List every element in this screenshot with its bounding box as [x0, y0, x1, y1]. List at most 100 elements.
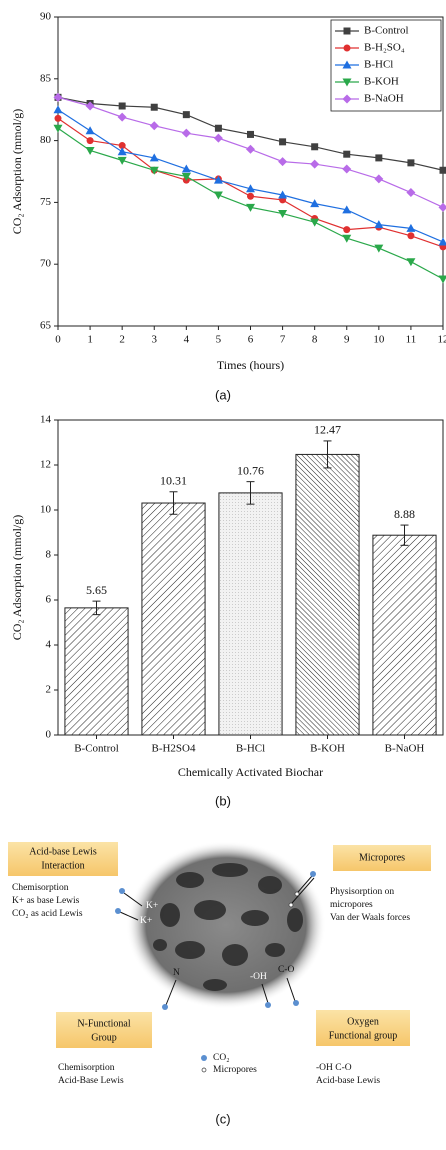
value-label: 12.47 — [314, 423, 341, 437]
marker — [85, 101, 95, 111]
marker — [149, 153, 159, 162]
legend-marker — [342, 78, 352, 87]
legend-marker — [342, 94, 352, 104]
y-tick-label: 85 — [40, 72, 52, 84]
box — [333, 845, 431, 871]
micropore-dots — [201, 891, 300, 1073]
x-tick-label: B-H2SO4 — [151, 743, 196, 755]
marker — [246, 203, 255, 212]
box — [8, 842, 118, 876]
error-bar — [246, 481, 255, 505]
legend-label: B-NaOH — [364, 93, 404, 105]
box-title: N-Functional — [77, 1018, 131, 1029]
legend-label: CO₂ — [213, 1053, 230, 1063]
x-axis-label: Chemically Activated Biochar — [178, 765, 323, 779]
box-text: CO₂ as acid Lewis — [12, 909, 83, 919]
value-label: 10.76 — [237, 463, 264, 477]
x-tick-label: 8 — [312, 334, 318, 346]
marker — [182, 111, 190, 119]
value-label: 10.31 — [160, 474, 187, 488]
marker — [439, 166, 446, 174]
value-label: 8.88 — [394, 507, 415, 521]
box-title: Micropores — [359, 852, 405, 863]
marker — [342, 164, 352, 174]
marker — [53, 105, 63, 114]
pores — [153, 863, 303, 991]
marker — [374, 220, 384, 229]
box-title: Functional group — [329, 1030, 398, 1041]
image-label: -OH — [250, 972, 267, 982]
x-tick-label: 6 — [248, 334, 254, 346]
marker — [407, 159, 415, 167]
marker — [117, 112, 127, 122]
x-axis-label: Times (hours) — [217, 358, 284, 372]
marker — [438, 275, 446, 284]
marker — [343, 226, 351, 234]
marker — [247, 192, 254, 200]
box-title: Group — [91, 1032, 117, 1043]
legend-label: B-KOH — [364, 76, 399, 88]
marker — [247, 130, 254, 138]
box-text: Chemisorption — [58, 1063, 115, 1073]
y-tick-label: 75 — [40, 196, 52, 208]
y-tick-label: 10 — [40, 504, 52, 516]
legend-label: Micropores — [213, 1065, 257, 1075]
box-title: Oxygen — [347, 1016, 379, 1027]
diagram: Acid-base Lewis Interaction Chemisorptio… — [8, 841, 431, 1126]
marker — [406, 258, 416, 267]
marker — [150, 103, 158, 111]
marker — [181, 128, 191, 138]
box-text: Acid-Base Lewis — [58, 1076, 124, 1086]
marker — [213, 191, 223, 200]
x-tick-label: 7 — [280, 334, 286, 346]
error-bar — [400, 524, 409, 546]
y-axis-label: CO₂ Adsorption (mmol/g) — [10, 109, 24, 235]
y-tick-label: 0 — [46, 729, 52, 741]
error-bar — [323, 440, 332, 469]
box — [56, 1012, 152, 1048]
series-line — [57, 109, 444, 243]
legend-label: B-H₂SO₄ — [364, 42, 405, 54]
y-tick-label: 6 — [46, 594, 52, 606]
legend-label: B-HCl — [364, 59, 393, 71]
marker — [278, 190, 288, 199]
co2-dots — [115, 871, 316, 1061]
y-axis-label: CO₂ Adsorption (mmol/g) — [10, 515, 24, 641]
box-text: micropores — [330, 900, 373, 910]
x-tick-label: 3 — [152, 334, 158, 346]
marker — [246, 184, 255, 193]
box-text: Chemisorption — [12, 883, 69, 893]
y-tick-label: 12 — [40, 459, 51, 471]
x-tick-label: 1 — [87, 334, 93, 346]
arrows — [119, 875, 315, 1006]
bar — [218, 492, 283, 736]
panel-caption: (c) — [215, 1111, 230, 1126]
marker — [53, 124, 63, 133]
panel-caption: (a) — [215, 387, 231, 402]
marker — [278, 157, 288, 167]
y-tick-label: 90 — [40, 11, 52, 23]
marker — [310, 159, 320, 169]
x-tick-label: B-KOH — [310, 743, 345, 755]
marker — [53, 92, 63, 102]
marker — [310, 199, 320, 208]
marker — [407, 232, 415, 240]
x-tick-label: B-Control — [74, 743, 119, 755]
legend-label: B-Control — [364, 25, 409, 37]
x-tick-label: 5 — [216, 334, 222, 346]
marker — [311, 143, 319, 151]
y-tick-label: 14 — [40, 414, 52, 426]
marker — [438, 237, 446, 246]
box-text: Acid-base Lewis — [316, 1076, 380, 1086]
legend-marker — [343, 27, 351, 35]
legend-marker — [342, 60, 352, 69]
image-label: C-O — [278, 965, 295, 975]
x-tick-label: B-NaOH — [385, 743, 425, 755]
marker — [85, 146, 95, 155]
x-tick-label: 12 — [438, 334, 446, 346]
marker — [117, 147, 127, 156]
marker — [374, 244, 384, 253]
bar — [64, 607, 129, 736]
marker — [181, 164, 191, 173]
marker — [343, 150, 351, 158]
